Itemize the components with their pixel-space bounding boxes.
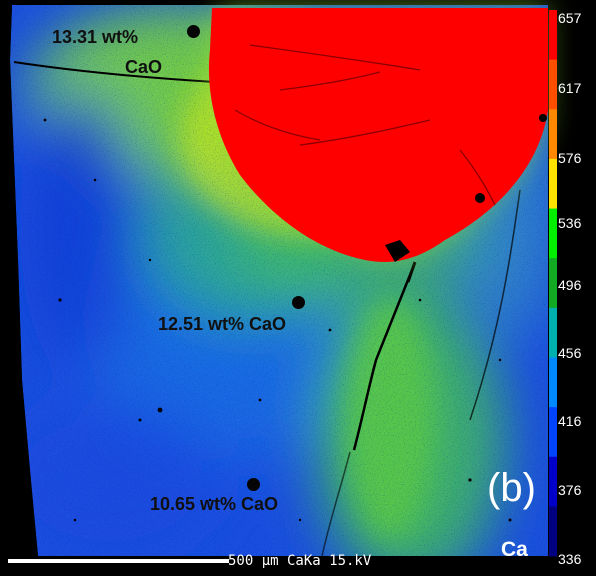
grain xyxy=(208,8,548,262)
scale-label-3: 576 xyxy=(558,150,582,166)
scale-bar xyxy=(8,559,229,563)
scale-bar-label: 500 μm CaKa 15.kV xyxy=(228,553,372,569)
color-scale-segment xyxy=(549,307,557,358)
scale-label-5: 496 xyxy=(558,277,582,293)
color-scale-segment xyxy=(549,109,557,160)
scale-label-1: 657 xyxy=(558,10,582,26)
scale-label-9: 336 xyxy=(558,551,582,567)
element-label: Ca xyxy=(501,538,528,561)
analysis-point-2 xyxy=(292,296,305,309)
annotation-1-line1: 13.31 wt% xyxy=(52,27,139,47)
scale-label-4: 536 xyxy=(558,215,582,231)
pores xyxy=(43,118,512,522)
color-scale-segment xyxy=(549,357,557,408)
color-scale-segment xyxy=(549,208,557,259)
annotation-1-line2: CaO xyxy=(125,57,163,77)
scale-label-2: 617 xyxy=(558,80,582,96)
color-scale-segment xyxy=(549,158,557,210)
color-scale-segment xyxy=(549,59,557,110)
grain-cracks xyxy=(234,44,496,206)
analysis-point-1 xyxy=(187,25,200,38)
annotation-3: 10.65 wt% CaO xyxy=(150,494,279,514)
analysis-point-3 xyxy=(247,478,260,491)
scale-label-6: 456 xyxy=(558,345,582,361)
scale-label-8: 376 xyxy=(558,482,582,498)
cracks xyxy=(13,61,521,557)
color-scale-bar xyxy=(549,10,557,557)
color-scale-segment xyxy=(549,506,557,557)
color-scale-segment xyxy=(549,258,557,309)
color-scale-segment xyxy=(549,10,557,61)
scale-label-7: 416 xyxy=(558,413,582,429)
color-scale-segment xyxy=(549,407,557,458)
annotation-2: 12.51 wt% CaO xyxy=(158,314,287,334)
panel-letter: (b) xyxy=(487,466,536,510)
color-scale-segment xyxy=(549,456,557,507)
